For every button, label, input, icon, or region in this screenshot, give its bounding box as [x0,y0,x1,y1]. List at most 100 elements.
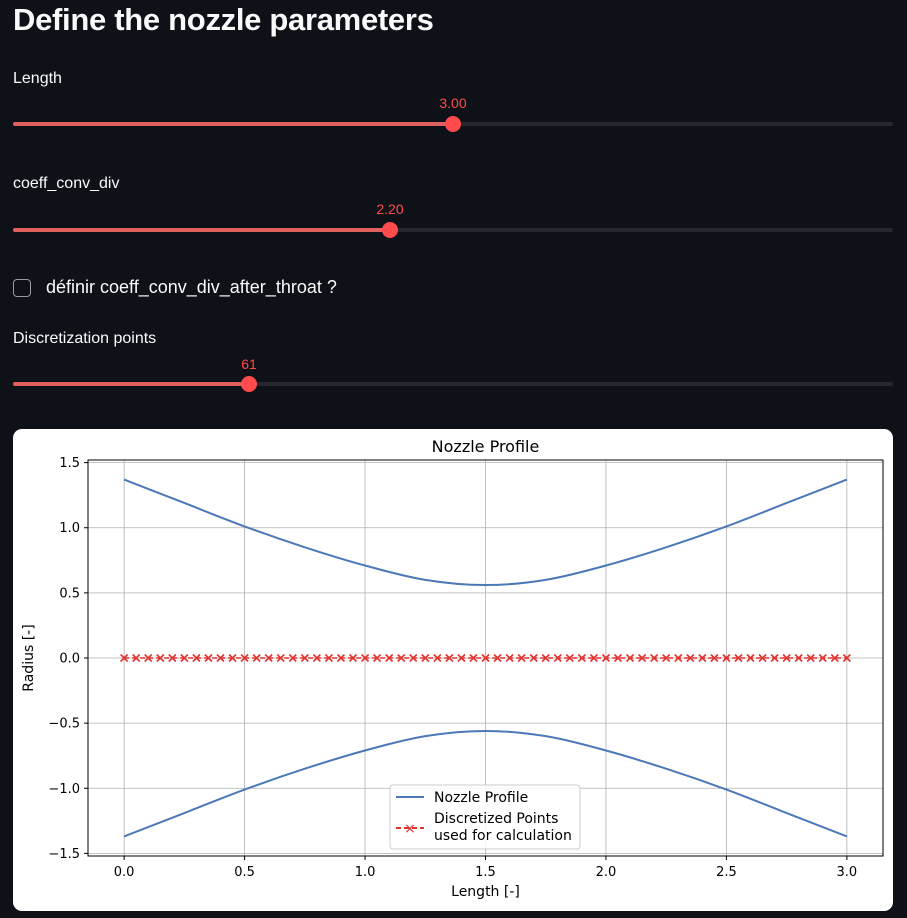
chart-title: Nozzle Profile [432,437,540,456]
legend-profile-label: Nozzle Profile [434,790,528,806]
discretized-point [457,653,466,663]
discretized-point [421,653,430,663]
legend-points-marker-icon: × [404,821,416,837]
discretized-point [577,653,586,663]
discretized-point [686,653,695,663]
discretized-point [770,653,779,663]
discretized-point [264,653,273,663]
discretized-point [228,653,237,663]
legend-points-label-line1: Discretized Points [434,811,558,827]
coeff-conv-div-slider-track[interactable] [13,222,893,238]
coeff-after-throat-option[interactable]: définir coeff_conv_div_after_throat ? [13,277,337,298]
discretized-point [842,653,851,663]
y-tick-label: 0.0 [59,652,80,667]
y-tick-label: −0.5 [48,717,80,732]
discretized-point [192,653,201,663]
x-tick-label: 1.5 [475,865,496,880]
discretization-label: Discretization points [13,330,157,347]
discretization-slider-track[interactable] [13,376,893,392]
nozzle-profile-plot: 0.0 0.5 1.0 1.5 2.0 2.5 3.0 −1.5 −1.0 −0.5 0.0 0.5 1… [13,429,893,911]
discretized-point [674,653,683,663]
discretized-point [276,653,285,663]
discretization-slider-fill [13,382,249,386]
discretized-point [818,653,827,663]
discretized-point [204,653,213,663]
discretized-point [445,653,454,663]
discretized-point [132,653,141,663]
discretized-point [324,653,333,663]
discretized-point [385,653,394,663]
discretized-point [216,653,225,663]
y-tick-label: −1.0 [48,782,80,797]
discretized-point [638,653,647,663]
legend-points-label-line2: used for calculation [434,828,572,844]
discretized-point [794,653,803,663]
discretized-point [529,653,538,663]
coeff-conv-div-slider-fill [13,228,390,232]
coeff-conv-div-slider-thumb[interactable] [382,222,398,238]
discretized-point [698,653,707,663]
discretized-point [517,653,526,663]
discretization-slider-thumb[interactable] [241,376,257,392]
x-tick-label: 3.0 [837,865,858,880]
discretized-point [240,653,249,663]
discretized-point [830,653,839,663]
discretized-point [650,653,659,663]
coeff-conv-div-label: coeff_conv_div [13,175,120,192]
discretized-point [156,653,165,663]
discretized-point [469,653,478,663]
length-slider-fill [13,122,453,126]
chart-legend: Nozzle Profile × Discretized Points used… [389,784,581,850]
discretized-point [782,653,791,663]
coeff-conv-div-value: 2.20 [376,201,404,217]
y-tick-label: 0.5 [59,586,80,601]
discretization-value: 61 [241,356,257,372]
discretized-point [722,653,731,663]
discretized-point [505,653,514,663]
discretized-point [168,653,177,663]
y-tick-label: 1.5 [59,456,80,471]
page-title: Define the nozzle parameters [13,2,434,37]
length-slider-track[interactable] [13,116,893,132]
discretized-point [481,653,490,663]
x-tick-label: 0.0 [114,865,135,880]
discretized-point [746,653,755,663]
profile-lower-line [123,729,848,838]
length-slider-thumb[interactable] [445,116,461,132]
discretized-point [433,653,442,663]
discretized-point [662,653,671,663]
discretized-point [625,653,635,663]
legend-box [389,784,581,850]
discretized-point [710,653,719,663]
profile-upper-line [123,478,848,587]
discretized-point [553,653,562,663]
discretized-point [312,653,321,663]
length-label: Length [13,70,62,87]
discretized-point [300,653,309,663]
length-value: 3.00 [439,95,467,111]
nozzle-profile-chart: 0.0 0.5 1.0 1.5 2.0 2.5 3.0 −1.5 −1.0 −0.5 0.0 0.5 1… [21,437,884,900]
discretized-point [348,653,358,663]
discretized-point [734,653,743,663]
discretized-point [373,653,382,663]
discretized-point [409,653,418,663]
discretized-point [180,653,189,663]
discretized-point [541,653,550,663]
x-axis-label: Length [-] [451,884,520,900]
discretized-point [601,653,611,663]
x-tick-label: 2.0 [596,865,617,880]
x-tick-label: 2.5 [716,865,737,880]
discretized-point [493,653,502,663]
discretized-point [613,653,623,663]
discretized-point [252,653,261,663]
y-axis-label: Radius [-] [21,624,37,691]
discretized-point [806,653,815,663]
discretized-point [360,653,370,663]
y-tick-label: −1.5 [48,847,80,862]
discretized-point [397,653,406,663]
discretized-point [288,653,297,663]
discretized-point [565,653,574,663]
coeff-after-throat-checkbox[interactable] [13,278,31,297]
coeff-after-throat-label[interactable]: définir coeff_conv_div_after_throat ? [46,277,337,297]
discretized-point [589,653,598,663]
